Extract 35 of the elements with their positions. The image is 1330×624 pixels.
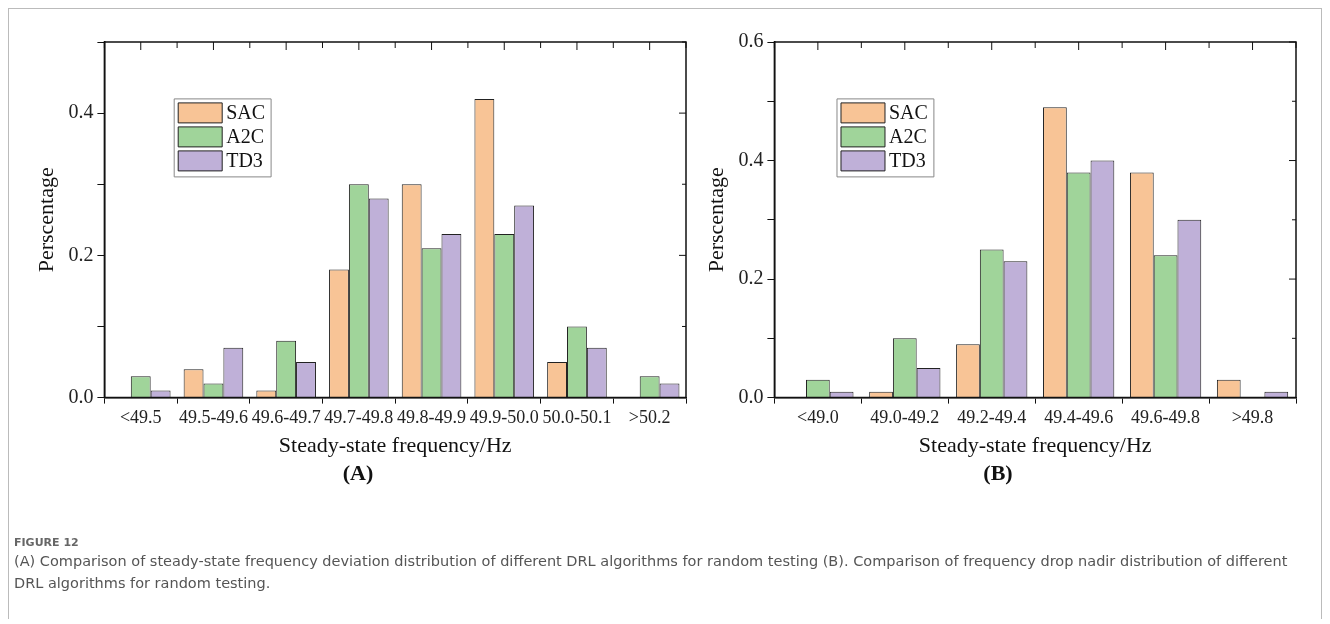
y-tick-label: 0.0 (738, 384, 764, 407)
y-axis-title: Perscentage (702, 167, 728, 273)
y-tick-label: 0.2 (738, 266, 764, 289)
legend-label: A2C (888, 125, 927, 148)
y-tick-label: 0.6 (738, 29, 764, 52)
x-tick-label: >49.8 (1231, 407, 1274, 428)
x-tick-label: <49.5 (119, 407, 162, 428)
x-tick-label: <49.0 (797, 407, 839, 428)
caption: FIGURE 12 (14, 536, 80, 550)
x-tick-label: >50.2 (628, 407, 671, 428)
y-tick-label: 0.4 (738, 147, 764, 170)
x-tick-label: 49.0-49.2 (870, 407, 940, 428)
x-axis-title: Steady-state frequency/Hz (918, 432, 1152, 458)
x-tick-label: 49.5-49.6 (178, 407, 248, 428)
x-tick-label: 49.4-49.6 (1044, 407, 1114, 428)
x-tick-label: 49.2-49.4 (957, 407, 1027, 428)
text: (A) Comparison of steady-state frequency deviation distribution of different DRL algorithms for random testing (B). Comparison of frequency drop nadir distribution of different DRL algorithms for random testing. (14, 552, 1289, 593)
legend-label: TD3 (888, 149, 926, 172)
legend-label: A2C (226, 125, 264, 148)
y-tick-label: 0.2 (68, 242, 94, 265)
legend-label: SAC (226, 101, 266, 124)
x-tick-label: 49.6-49.7 (251, 407, 321, 428)
legend-label: TD3 (226, 149, 263, 172)
x-tick-label: 50.0-50.1 (542, 407, 612, 428)
x-tick-label: 49.9-50.0 (469, 407, 539, 428)
x-tick-label: 49.6-49.8 (1131, 407, 1201, 428)
y-tick-label: 0.0 (68, 384, 94, 407)
x-tick-label: 49.7-49.8 (324, 407, 394, 428)
x-tick-label: 49.8-49.9 (397, 407, 467, 428)
y-axis-title: Perscentage (32, 167, 58, 273)
y-tick-label: 0.4 (68, 100, 94, 123)
text: (B) (983, 460, 1013, 486)
text: (A) (342, 460, 374, 486)
legend-label: SAC (888, 101, 928, 124)
x-axis-title: Steady-state frequency/Hz (278, 432, 512, 458)
